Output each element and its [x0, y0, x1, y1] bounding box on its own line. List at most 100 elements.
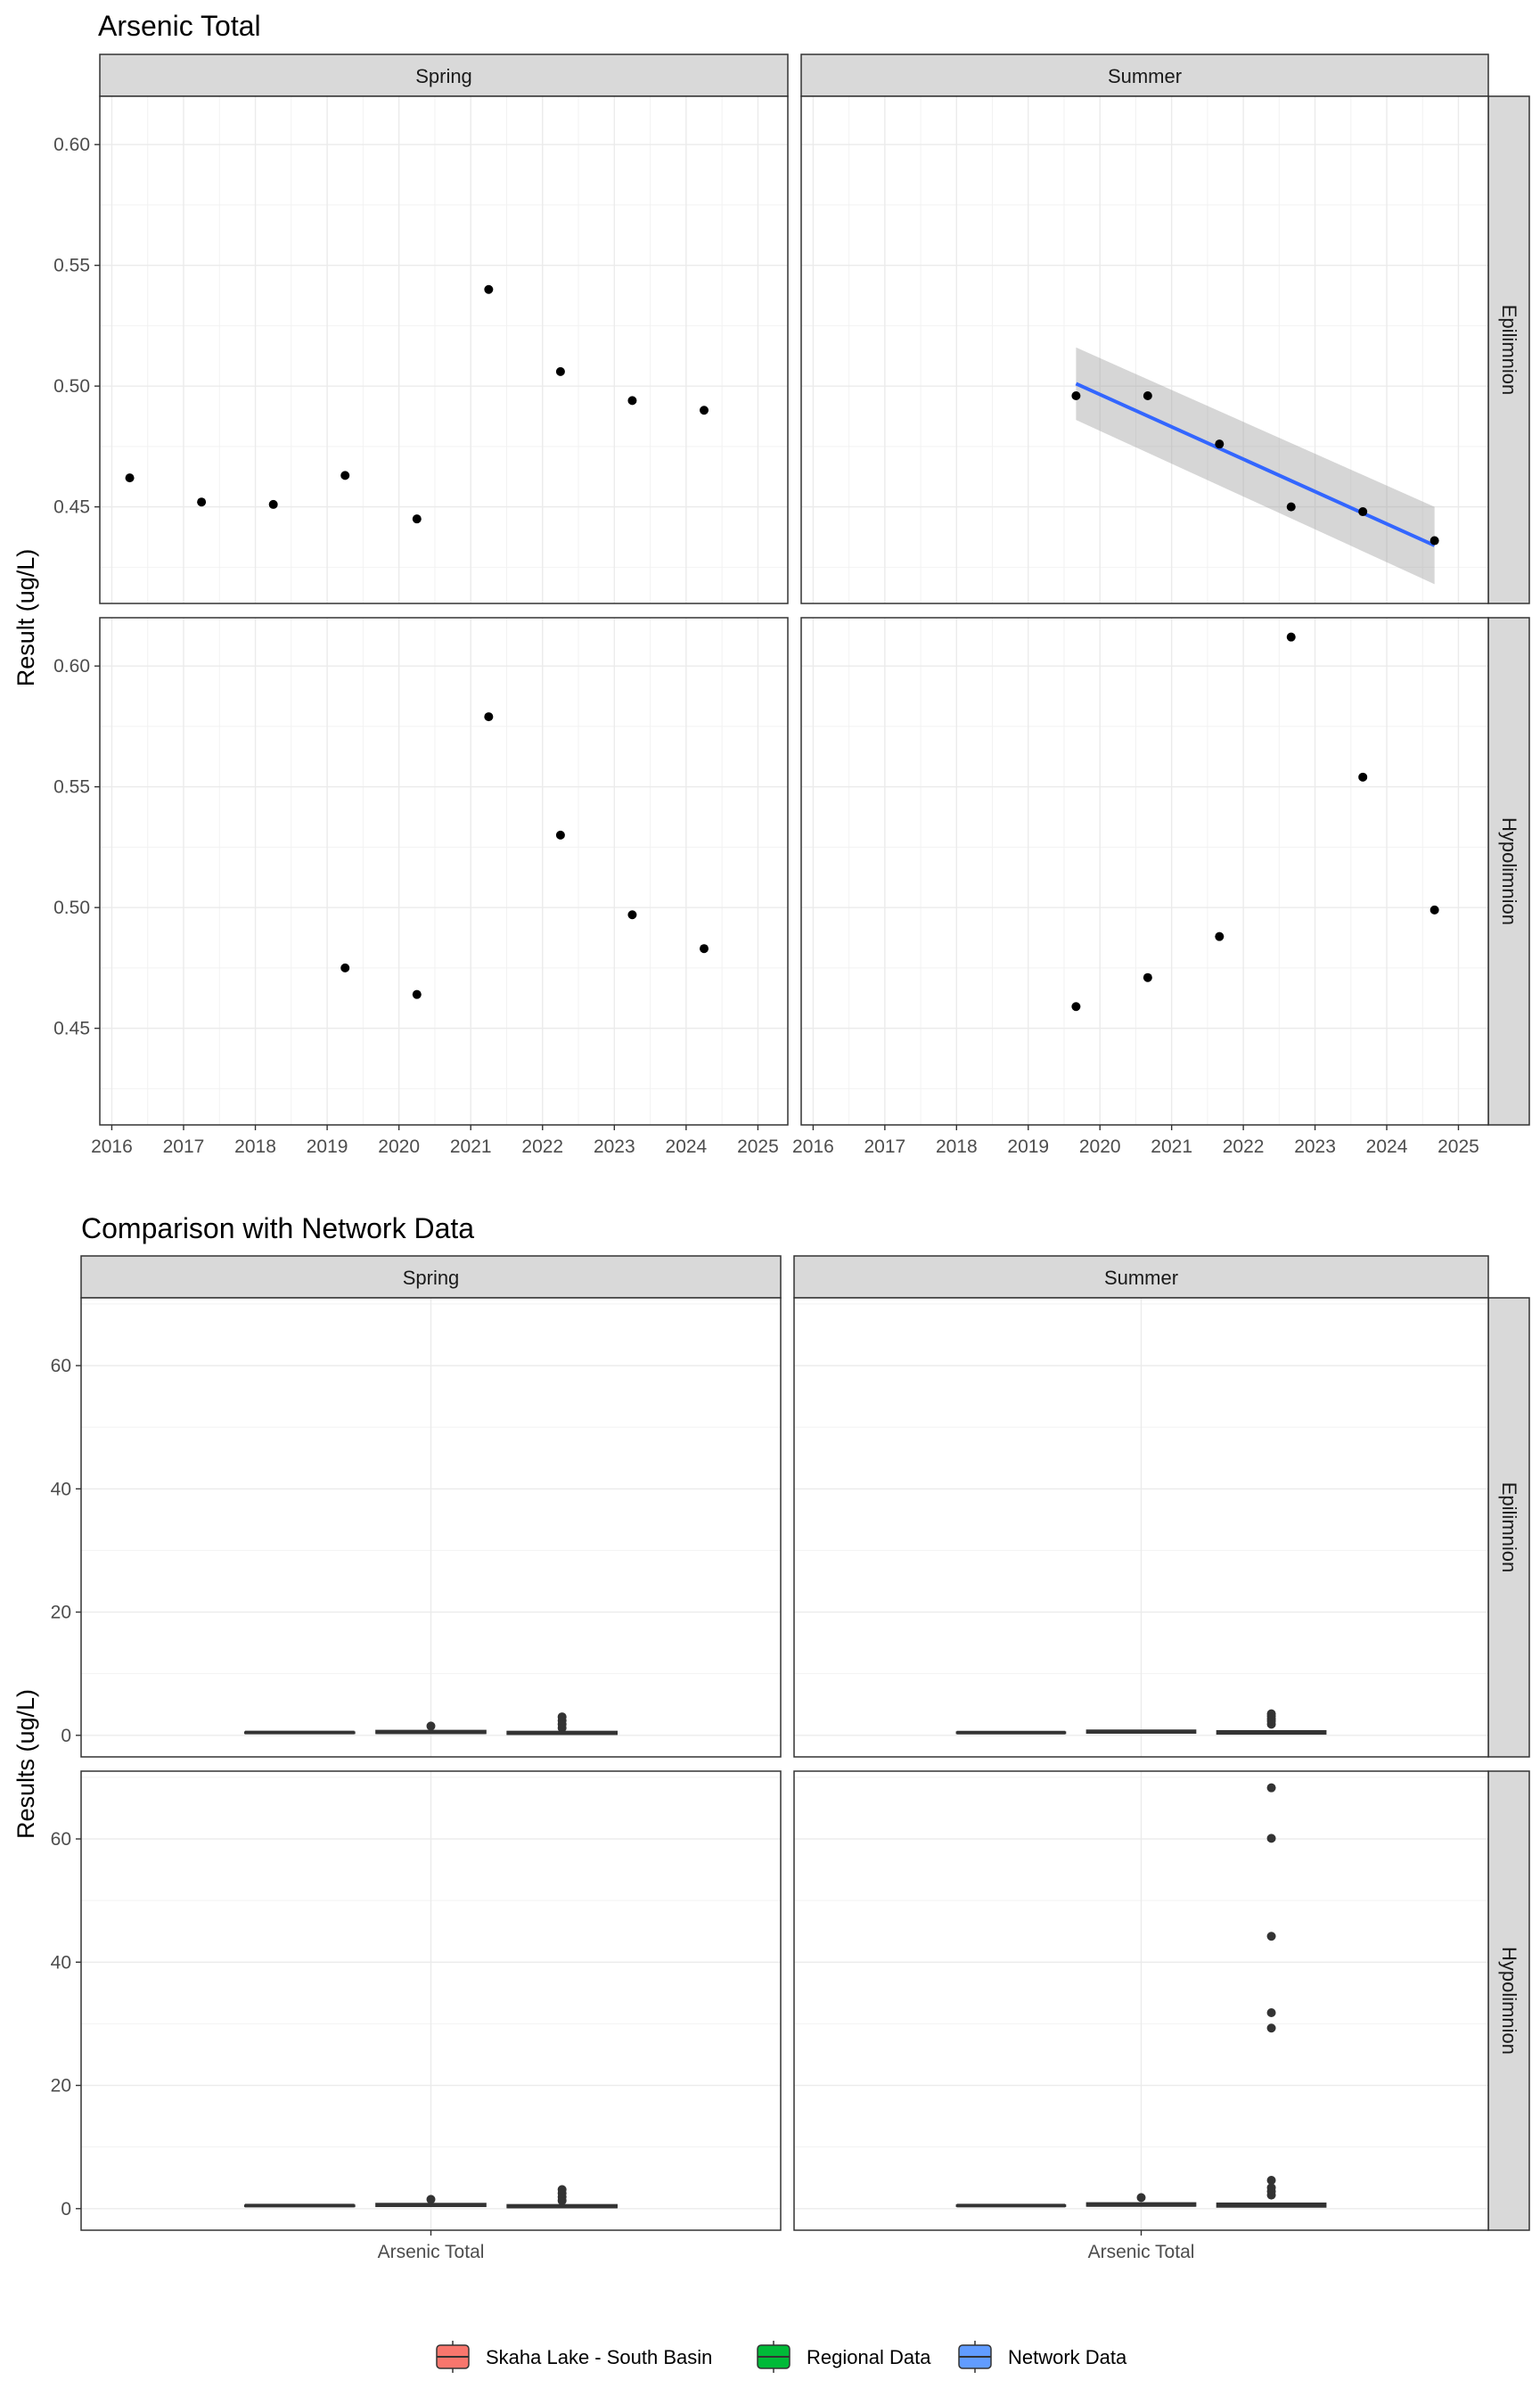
data-point [700, 406, 709, 415]
data-point [627, 910, 637, 920]
facet-strip-summer [793, 1255, 1489, 1299]
facet-strip-label: Hypolimnion [1498, 1947, 1520, 2055]
panel-border [99, 95, 789, 604]
y-tick-label: 60 [51, 1829, 71, 1850]
legend-item: Network Data [958, 2341, 1127, 2373]
data-point [555, 366, 565, 376]
y-tick-label: 0.55 [53, 777, 90, 798]
y-tick-label: 0.55 [53, 256, 90, 276]
data-point [125, 473, 135, 483]
y-axis-title: Result (ug/L) [12, 549, 39, 687]
legend-label: Regional Data [807, 2346, 931, 2368]
x-tick-label: 2017 [864, 1136, 906, 1157]
x-tick-label: 2016 [792, 1136, 834, 1157]
facet-strip-label: Summer [1108, 65, 1182, 87]
facet-strip-hypolimnion [1487, 1770, 1530, 2231]
y-tick-label: 20 [51, 1603, 71, 1623]
facet-strip-label: Epilimnion [1498, 305, 1520, 396]
y-tick-label: 0 [61, 1726, 71, 1746]
outlier-point [1266, 1834, 1276, 1843]
x-tick-label: 2019 [1007, 1136, 1049, 1157]
y-tick-label: 0.50 [53, 376, 90, 397]
x-tick-label: 2018 [234, 1136, 276, 1157]
facet-strip-summer [800, 53, 1489, 97]
y-tick-label: 0 [61, 2199, 71, 2220]
panel-border [99, 617, 789, 1126]
panel-summer-hypolimnion [800, 617, 1489, 1126]
data-point [268, 499, 278, 509]
data-point [484, 284, 494, 294]
y-tick-label: 0.60 [53, 135, 90, 155]
x-tick-label: 2024 [666, 1136, 708, 1157]
data-point [1429, 905, 1439, 915]
data-point [484, 712, 494, 722]
data-point [1143, 390, 1152, 400]
y-tick-label: 40 [51, 1479, 71, 1499]
outlier-point [426, 2195, 436, 2204]
outlier-point [1266, 1932, 1276, 1941]
legend-item: Regional Data [757, 2341, 931, 2373]
x-tick-label: 2021 [1151, 1136, 1192, 1157]
legend-label: Network Data [1008, 2346, 1127, 2368]
data-point [1215, 439, 1225, 449]
data-point [340, 963, 350, 972]
y-tick-label: 60 [51, 1356, 71, 1376]
x-tick-label: 2025 [737, 1136, 779, 1157]
panel-spring-hypolimnion [99, 617, 789, 1126]
facet-strip-label: Hypolimnion [1498, 817, 1520, 925]
panel-background [100, 96, 788, 603]
x-tick-label: 2024 [1366, 1136, 1408, 1157]
panel-spring-hypolimnion [80, 1770, 782, 2231]
data-point [1358, 772, 1368, 782]
data-point [1286, 502, 1296, 512]
trend-line [1075, 382, 1436, 547]
data-point [1071, 1002, 1081, 1012]
panel-border [800, 617, 1489, 1126]
chart-title: Arsenic Total [98, 10, 261, 42]
facet-strip-epilimnion [1487, 95, 1530, 604]
x-tick-label: 2022 [521, 1136, 563, 1157]
legend-item: Skaha Lake - South Basin [436, 2341, 712, 2373]
x-tick-label: 2017 [163, 1136, 205, 1157]
data-point [1286, 632, 1296, 642]
x-tick-label: 2022 [1223, 1136, 1265, 1157]
data-point [412, 514, 422, 524]
x-tick-label: 2020 [1079, 1136, 1121, 1157]
panel-background [801, 618, 1488, 1125]
facet-strip-hypolimnion [1487, 617, 1530, 1126]
x-tick-label: 2025 [1438, 1136, 1479, 1157]
outlier-point [557, 1712, 567, 1722]
data-point [555, 830, 565, 840]
panel-border [793, 1297, 1489, 1758]
outlier-point [1266, 1783, 1276, 1793]
x-tick-label: Arsenic Total [378, 2242, 485, 2262]
data-point [627, 396, 637, 406]
outlier-point [1266, 1709, 1276, 1719]
panel-border [80, 1297, 782, 1758]
panel-spring-epilimnion [99, 95, 789, 604]
y-tick-label: 0.45 [53, 1019, 90, 1039]
y-tick-label: 20 [51, 2076, 71, 2096]
facet-strip-label: Epilimnion [1498, 1482, 1520, 1573]
data-point [1358, 507, 1368, 517]
panel-summer-epilimnion [793, 1297, 1489, 1758]
facet-strip-label: Spring [403, 1267, 460, 1289]
x-tick-label: Arsenic Total [1088, 2242, 1195, 2262]
x-tick-label: 2021 [450, 1136, 492, 1157]
data-point [1071, 390, 1081, 400]
data-point [340, 471, 350, 480]
outlier-point [1136, 2193, 1146, 2203]
facet-strip-label: Spring [415, 65, 472, 87]
panel-summer-epilimnion [800, 95, 1489, 604]
outlier-point [1266, 2023, 1276, 2033]
x-tick-label: 2018 [936, 1136, 978, 1157]
facet-strip-spring [99, 53, 789, 97]
data-point [412, 989, 422, 999]
outlier-point [426, 1721, 436, 1731]
panel-border [800, 95, 1489, 604]
y-tick-label: 40 [51, 1952, 71, 1973]
panel-spring-epilimnion [80, 1297, 782, 1758]
x-tick-label: 2019 [307, 1136, 348, 1157]
data-point [197, 497, 207, 507]
